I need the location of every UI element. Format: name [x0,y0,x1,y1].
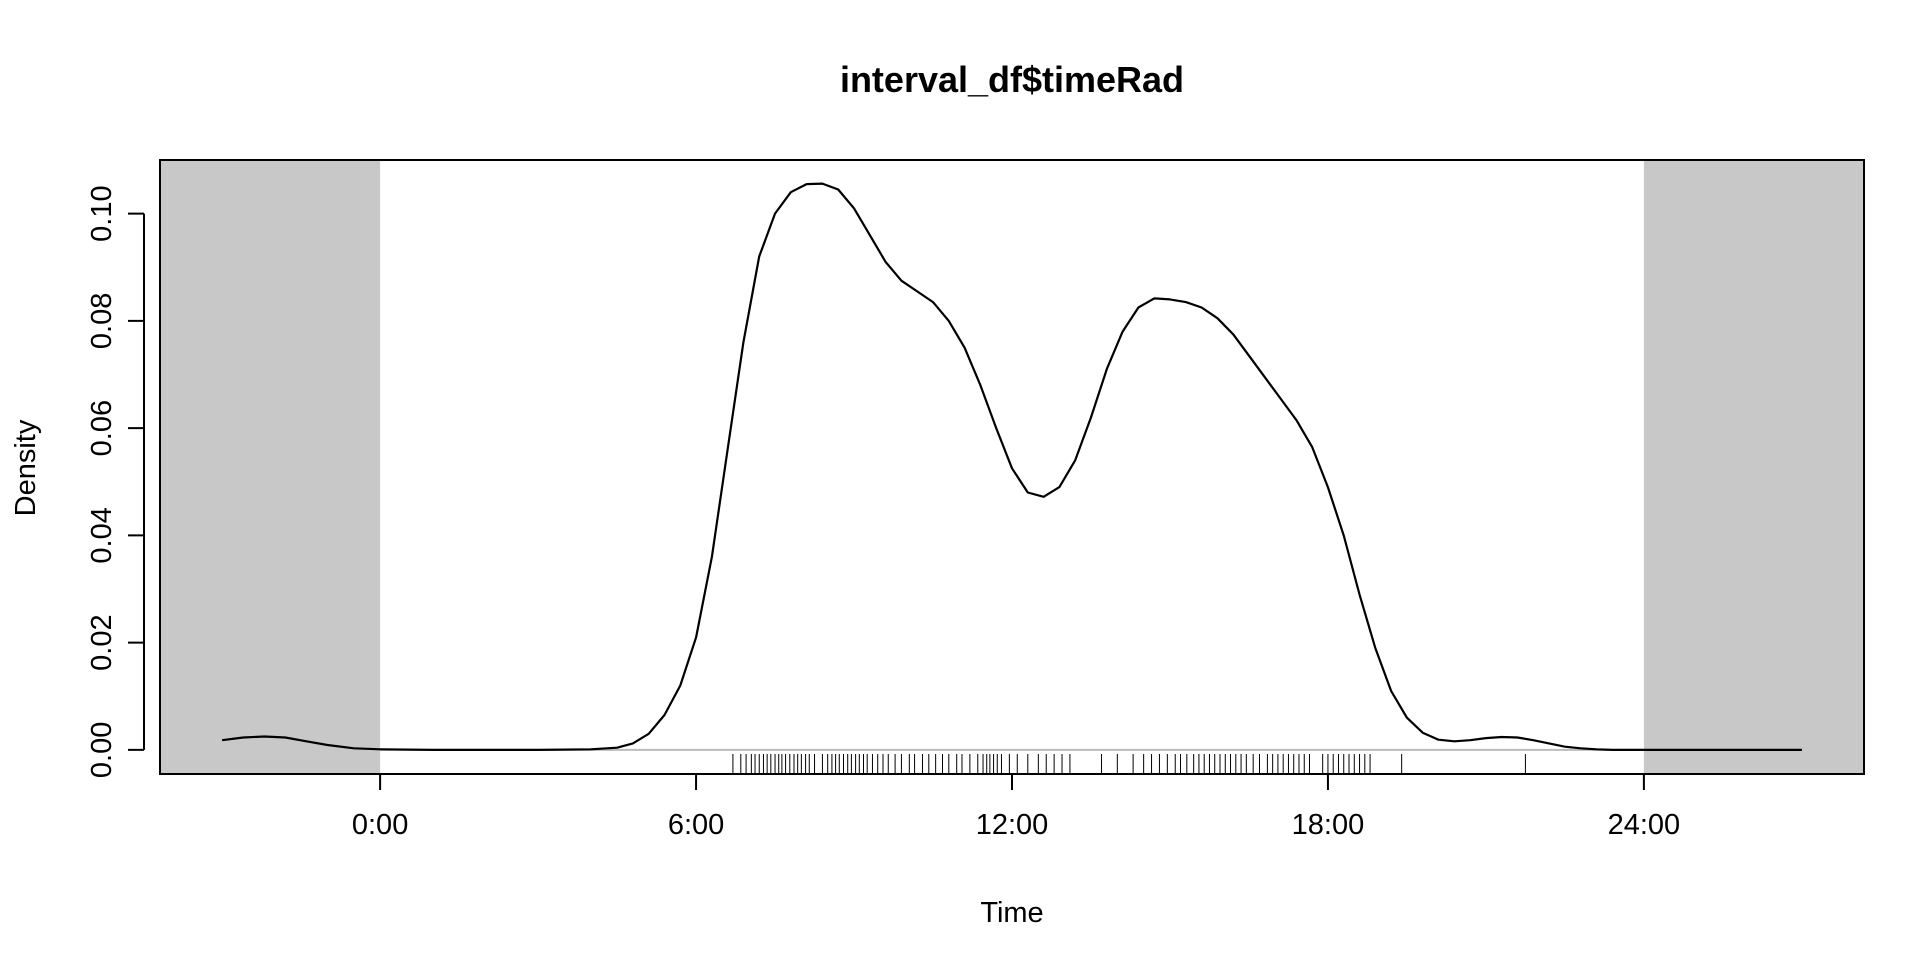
x-tick-label-4: 24:00 [1608,809,1681,841]
x-tick-label-2: 12:00 [976,809,1049,841]
x-tick-label-1: 6:00 [668,809,724,841]
density-series [221,182,1802,752]
y-tick-label-2: 0.04 [86,507,118,563]
x-axis: 0:00 6:00 12:00 18:00 24:00 [352,774,1680,841]
density-line-0 [221,182,1802,752]
x-axis-label: Time [980,897,1043,929]
y-tick-label-1: 0.02 [86,614,118,670]
shaded-region-1 [1643,160,1864,774]
y-axis: 0.00 0.02 0.04 0.06 0.08 0.10 [86,185,145,778]
x-tick-label-0: 0:00 [352,809,408,841]
y-tick-label-5: 0.10 [86,185,118,241]
shaded-region-0 [160,160,381,774]
y-tick-label-0: 0.00 [86,722,118,778]
y-axis-label: Density [10,419,42,516]
y-tick-label-4: 0.08 [86,293,118,349]
rug-marks [732,754,1526,774]
x-tick-label-3: 18:00 [1292,809,1365,841]
y-tick-label-3: 0.06 [86,400,118,456]
shaded-regions [160,160,1864,774]
chart-title: interval_df$timeRad [840,59,1184,100]
